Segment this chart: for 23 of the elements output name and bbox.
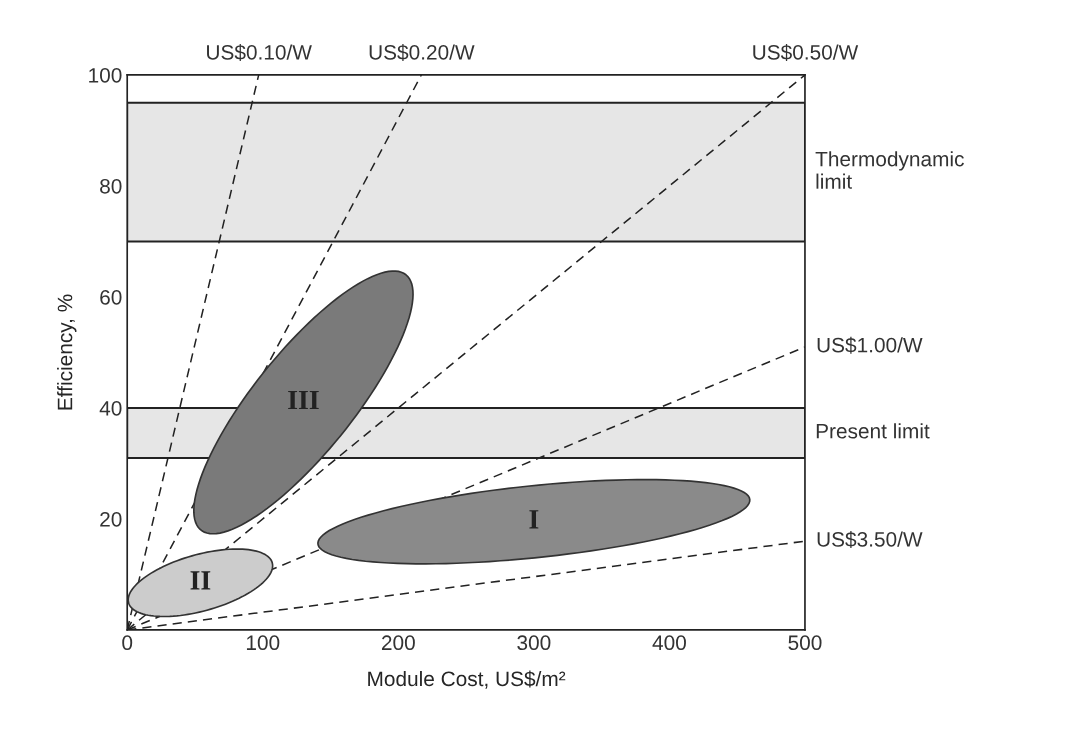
band-label: Thermodynamic limit <box>815 151 964 189</box>
x-axis-title: Module Cost, US$/m² <box>368 670 566 689</box>
y-axis-title: Efficiency, % <box>57 294 77 410</box>
x-tick-label: 300 <box>517 635 551 651</box>
y-tick-label: 60 <box>100 289 122 305</box>
y-tick-label: 40 <box>99 400 122 416</box>
x-tick-label: 0 <box>122 635 133 651</box>
x-tick-label: 400 <box>652 635 686 651</box>
annotation: III <box>288 390 319 410</box>
series-label: US$0.10/W <box>207 44 312 61</box>
x-tick-label: 200 <box>381 635 415 651</box>
x-tick-label: 500 <box>788 635 822 651</box>
series-label: US$1.00/W <box>817 336 923 354</box>
y-tick-label: 20 <box>100 511 122 527</box>
annotation: I <box>529 510 539 529</box>
series-label: US$0.20/W <box>369 44 475 61</box>
series-label: US$3.50/W <box>817 531 923 548</box>
x-tick-label: 100 <box>246 635 280 651</box>
annotation: II <box>190 571 211 590</box>
y-tick-label: 100 <box>89 67 122 83</box>
series-label: US$0.50/W <box>753 44 859 61</box>
y-tick-label: 80 <box>100 178 122 194</box>
band-label: Present limit <box>816 423 930 439</box>
